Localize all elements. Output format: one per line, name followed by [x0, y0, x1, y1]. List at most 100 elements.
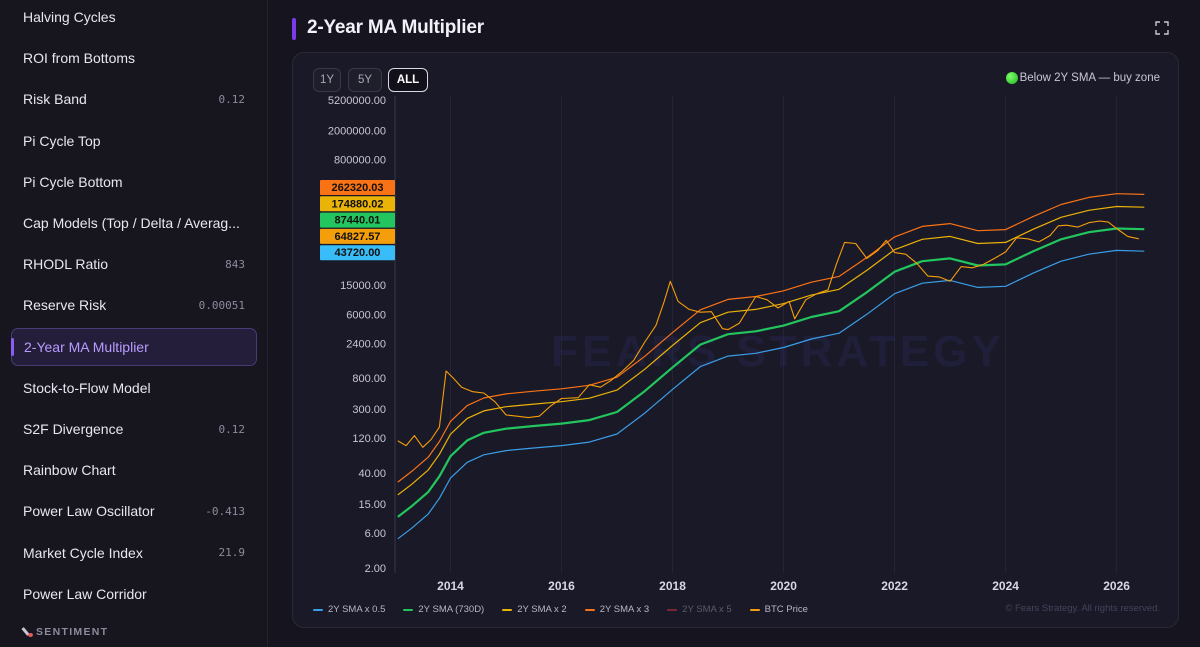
sidebar-item-halving-cycles[interactable]: Halving Cycles — [11, 0, 257, 36]
y-tick-label: 120.00 — [352, 433, 386, 445]
legend-label: BTC Price — [764, 604, 808, 615]
legend-item[interactable]: 2Y SMA x 5 — [667, 604, 732, 615]
latest-value-tag — [320, 180, 395, 195]
legend-swatch — [667, 608, 678, 611]
y-tick-label: 2.00 — [365, 563, 386, 575]
y-tick-label: 40.00 — [358, 468, 386, 480]
sidebar-item-label: Risk Band — [23, 91, 87, 108]
x-tick-label: 2026 — [1103, 579, 1130, 593]
latest-value-label: 43720.00 — [335, 247, 381, 259]
sidebar-item-label: Power Law Corridor — [23, 585, 147, 602]
green-circle-icon — [1005, 72, 1018, 84]
legend-swatch — [502, 608, 513, 611]
sidebar-item-cap-models-top-delta-averag[interactable]: Cap Models (Top / Delta / Averag... — [11, 204, 257, 242]
sidebar-item-rhodl-ratio[interactable]: RHODL Ratio 843 — [11, 245, 257, 283]
sidebar-item-pi-cycle-bottom[interactable]: Pi Cycle Bottom — [11, 163, 257, 201]
chart-legend: 2Y SMA x 0.5 2Y SMA (730D) 2Y SMA x 2 2Y SM… — [313, 604, 808, 615]
sidebar-item-market-cycle-index[interactable]: Market Cycle Index 21.9 — [11, 534, 257, 572]
sidebar-item-value: 0.00051 — [198, 298, 245, 312]
sidebar-item-power-law-oscillator[interactable]: Power Law Oscillator -0.413 — [11, 492, 257, 530]
sidebar-item-label: Cap Models (Top / Delta / Averag... — [23, 215, 240, 231]
sidebar-item-label: 2-Year MA Multiplier — [24, 338, 149, 355]
y-tick-label: 6000.00 — [346, 309, 386, 321]
sidebar-item-stock-to-flow-model[interactable]: Stock-to-Flow Model — [11, 369, 257, 407]
sidebar-item-value: -0.413 — [205, 504, 245, 518]
legend-label: 2Y SMA x 0.5 — [328, 604, 386, 615]
sidebar-item-label: Market Cycle Index — [23, 544, 143, 561]
title-accent-bar — [292, 18, 296, 40]
sidebar-item-label: Reserve Risk — [23, 297, 107, 314]
sidebar-item-label: Pi Cycle Top — [23, 132, 101, 149]
latest-value-tag — [320, 212, 395, 228]
sidebar-item-s2f-divergence[interactable]: S2F Divergence 0.12 — [11, 410, 257, 448]
legend-item[interactable]: 2Y SMA (730D) — [403, 604, 484, 615]
x-tick-label: 2024 — [992, 579, 1019, 593]
y-tick-label: 5200000.00 — [328, 95, 386, 107]
y-tick-label: 2000000.00 — [328, 125, 386, 137]
sidebar-item-2-year-ma-multiplier[interactable]: 2-Year MA Multiplier — [11, 327, 257, 366]
y-tick-label: 800000.00 — [334, 154, 386, 166]
chart-plot[interactable]: FEARS STRATEGY 5200000.00 2000000.00 800000… — [293, 53, 1180, 629]
latest-value-tag — [320, 245, 395, 261]
sidebar-item-reserve-risk[interactable]: Reserve Risk 0.00051 — [11, 286, 257, 324]
sidebar-item-label: Power Law Oscillator — [23, 503, 155, 520]
x-tick-label: 2018 — [659, 579, 686, 593]
chart-card: 1Y 5Y ALL Below 2Y SMA — buy zone FEARS … — [292, 52, 1179, 628]
x-tick-label: 2014 — [437, 579, 464, 593]
sidebar-item-value: 21.9 — [218, 546, 246, 560]
legend-label: 2Y SMA x 5 — [682, 604, 732, 615]
sidebar-item-value: 843 — [225, 257, 245, 271]
latest-value-tag — [320, 228, 395, 244]
latest-value-label: 174880.02 — [332, 198, 384, 210]
sidebar-item-label: ROI from Bottoms — [23, 50, 136, 67]
sidebar-item-label: Stock-to-Flow Model — [23, 379, 151, 396]
legend-swatch — [403, 608, 414, 611]
sidebar-item-pi-cycle-top[interactable]: Pi Cycle Top — [11, 122, 257, 160]
y-tick-label: 15.00 — [358, 499, 386, 511]
sidebar-item-label: Rainbow Chart — [23, 462, 116, 479]
series-line-2y-sma-x-0-5 — [397, 249, 1145, 540]
y-tick-label: 800.00 — [352, 373, 386, 385]
range-5y-button[interactable]: 5Y — [348, 68, 382, 92]
series-line-2y-sma-x-3 — [397, 193, 1145, 483]
legend-label: 2Y SMA x 2 — [517, 604, 567, 615]
series-line-2y-sma-730d — [397, 227, 1145, 518]
series-line-2y-sma-x-2 — [397, 205, 1145, 496]
buy-zone-text: Below 2Y SMA — buy zone — [1019, 72, 1160, 84]
legend-item[interactable]: BTC Price — [749, 604, 808, 615]
latest-value-tag — [320, 196, 395, 212]
y-tick-label: 300.00 — [352, 404, 386, 416]
legend-item[interactable]: 2Y SMA x 3 — [584, 604, 650, 615]
legend-label: 2Y SMA (730D) — [418, 604, 485, 615]
sidebar-item-label: RHODL Ratio — [23, 256, 109, 273]
latest-value-label: 87440.01 — [335, 215, 381, 227]
expand-icon[interactable] — [1155, 21, 1169, 35]
y-tick-label: 15000.00 — [340, 280, 386, 292]
sidebar-item-rainbow-chart[interactable]: Rainbow Chart — [11, 451, 257, 489]
watermark: FEARS STRATEGY — [551, 327, 1005, 376]
copyright-text: © Fears Strategy. All rights reserved. — [1005, 603, 1160, 614]
sidebar-item-risk-band[interactable]: Risk Band 0.12 — [11, 80, 257, 118]
sidebar-item-label: Pi Cycle Bottom — [23, 173, 123, 190]
legend-item[interactable]: 2Y SMA x 2 — [502, 604, 567, 615]
range-1y-button[interactable]: 1Y — [313, 68, 341, 92]
x-tick-label: 2022 — [881, 579, 908, 593]
legend-swatch — [749, 608, 760, 611]
x-tick-label: 2016 — [548, 579, 575, 593]
sidebar-section-sentiment: SENTIMENT — [22, 626, 108, 638]
range-all-button[interactable]: ALL — [388, 68, 428, 92]
main-panel: 2-Year MA Multiplier 1Y 5Y ALL Below 2Y … — [269, 0, 1200, 647]
sidebar-item-value: 0.12 — [218, 422, 246, 436]
sidebar: Halving Cycles ROI from Bottoms Risk Band 0… — [0, 0, 268, 647]
legend-label: 2Y SMA x 3 — [599, 604, 650, 615]
page-title: 2-Year MA Multiplier — [307, 17, 484, 38]
sidebar-item-power-law-corridor[interactable]: Power Law Corridor — [11, 575, 257, 613]
legend-item[interactable]: 2Y SMA x 0.5 — [313, 604, 385, 615]
sidebar-item-label: S2F Divergence — [23, 421, 124, 437]
sidebar-item-value: 0.12 — [218, 92, 246, 106]
thermometer-icon — [22, 626, 34, 638]
sidebar-item-roi-from-bottoms[interactable]: ROI from Bottoms — [11, 39, 257, 77]
buy-zone-note: Below 2Y SMA — buy zone — [1005, 72, 1160, 84]
sidebar-item-label: Halving Cycles — [23, 9, 116, 25]
y-tick-label: 6.00 — [365, 528, 386, 540]
